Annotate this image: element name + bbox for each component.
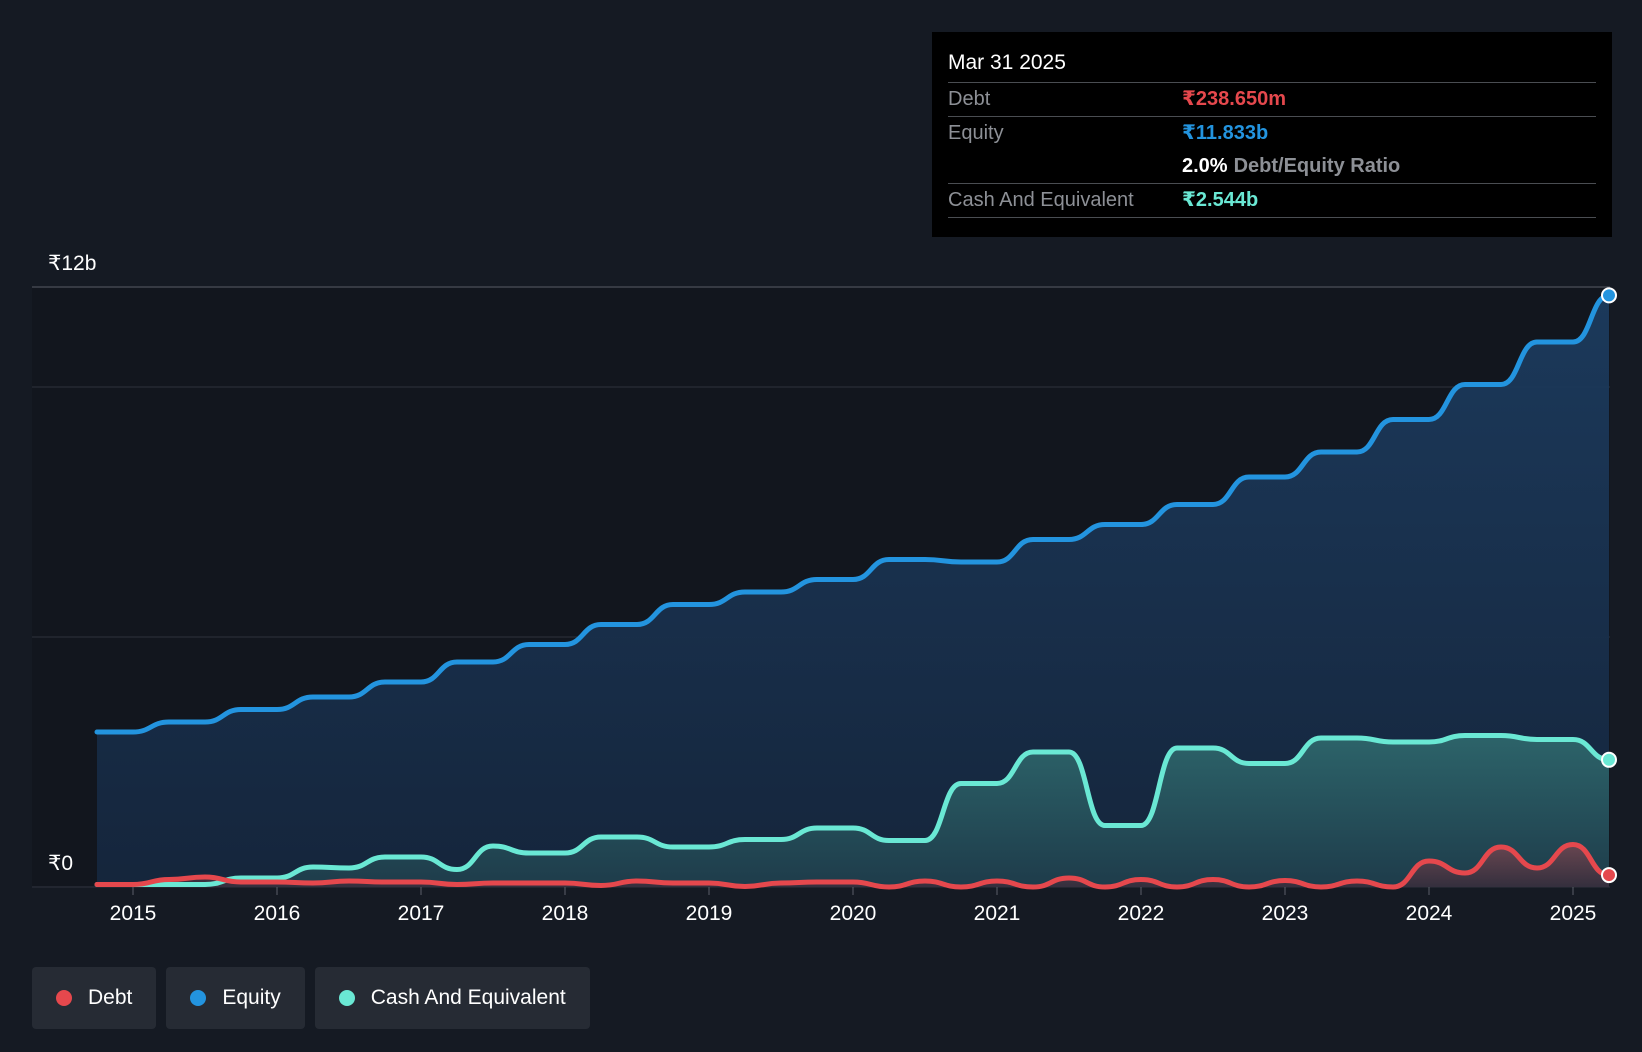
- debt-line: [94, 842, 1612, 890]
- x-tick-label-2024: 2024: [1406, 902, 1453, 925]
- equity-end-marker[interactable]: [1601, 287, 1617, 304]
- debt-dot-icon: [56, 990, 72, 1006]
- x-tick-label-2022: 2022: [1118, 902, 1165, 925]
- tooltip-ratio-label: Debt/Equity Ratio: [1233, 155, 1401, 177]
- debt-end-marker[interactable]: [1601, 867, 1617, 884]
- legend-cash-label: Cash And Equivalent: [370, 986, 566, 1009]
- equity-area: [97, 295, 1609, 887]
- x-tick-label-2021: 2021: [974, 902, 1021, 925]
- tooltip-cash-value: ₹2.544b: [1182, 189, 1259, 211]
- tooltip-cash-label: Cash And Equivalent: [948, 189, 1134, 211]
- cash-dot-icon: [338, 990, 355, 1006]
- x-tick-label-2017: 2017: [398, 902, 445, 925]
- legend-debt-label: Debt: [88, 986, 133, 1009]
- x-tick-label-2018: 2018: [542, 902, 589, 925]
- data-tooltip: Mar 31 2025 Debt ₹238.650m Equity ₹11.83…: [932, 32, 1612, 237]
- x-tick-label-2020: 2020: [830, 902, 877, 925]
- tooltip-debt-label: Debt: [948, 88, 991, 110]
- tooltip-cash-row: Cash And Equivalent ₹2.544b: [948, 184, 1596, 218]
- legend-item-debt[interactable]: Debt: [32, 967, 157, 1029]
- legend-item-cash[interactable]: Cash And Equivalent: [314, 967, 590, 1029]
- tooltip-ratio-row: 2.0% Debt/Equity Ratio: [948, 150, 1596, 184]
- tooltip-equity-label: Equity: [948, 122, 1004, 144]
- x-tick-label-2016: 2016: [254, 902, 301, 925]
- x-tick-label-2019: 2019: [686, 902, 733, 925]
- legend-equity-label: Equity: [222, 986, 281, 1009]
- cash-line: [94, 732, 1612, 887]
- legend-item-equity[interactable]: Equity: [166, 967, 305, 1029]
- tooltip-ratio-value: 2.0%: [1182, 155, 1228, 177]
- chart-legend: Debt Equity Cash And Equivalent: [32, 967, 600, 1029]
- y-tick-label-zero: ₹0: [48, 852, 73, 875]
- x-tick-label-2025: 2025: [1550, 902, 1597, 925]
- x-tick-label-2023: 2023: [1262, 902, 1309, 925]
- tooltip-equity-row: Equity ₹11.833b: [948, 117, 1596, 150]
- series-lines: [94, 292, 1612, 890]
- y-tick-label-top: ₹12b: [48, 252, 96, 275]
- equity-line: [94, 292, 1612, 735]
- x-tick-label-2015: 2015: [110, 902, 157, 925]
- tooltip-debt-row: Debt ₹238.650m: [948, 83, 1596, 117]
- tooltip-date: Mar 31 2025: [948, 44, 1596, 83]
- end-markers: [1601, 287, 1617, 884]
- equity-dot-icon: [190, 990, 207, 1006]
- x-axis: 2015 2016 2017 2018 2019 2020 2021 2022 2023 2024…: [110, 887, 1597, 925]
- cash-area: [97, 735, 1609, 887]
- tooltip-debt-value: ₹238.650m: [1182, 88, 1286, 110]
- cash-end-marker[interactable]: [1601, 751, 1617, 768]
- tooltip-equity-value: ₹11.833b: [1182, 122, 1269, 144]
